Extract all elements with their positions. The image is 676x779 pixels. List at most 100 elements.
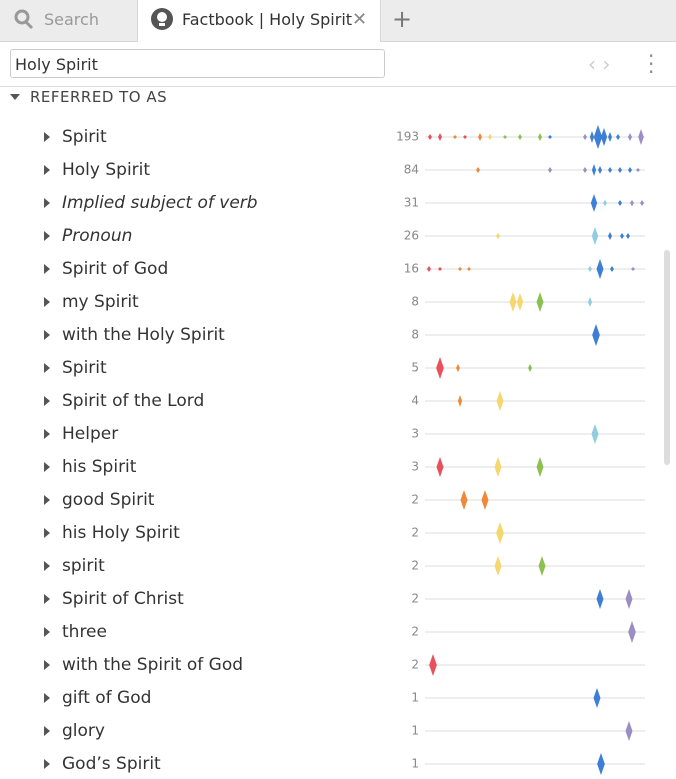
row-count: 1 <box>411 757 419 771</box>
occurrence-mark <box>603 200 607 206</box>
expand-arrow <box>44 693 50 703</box>
occurrence-mark <box>496 391 504 411</box>
occurrence-mark <box>608 132 612 142</box>
occurrence-mark <box>509 292 517 312</box>
occurrence-mark <box>608 232 612 240</box>
row-count: 26 <box>404 229 419 243</box>
row[interactable]: Spirit of God 16 <box>44 259 645 279</box>
row[interactable]: with the Spirit of God 2 <box>44 654 645 676</box>
occurrence-mark <box>628 167 632 173</box>
expand-arrow <box>44 396 50 406</box>
occurrence-mark <box>591 227 599 245</box>
occurrence-mark <box>630 200 634 206</box>
tab-bar: Search Factbook | Holy Spirit ✕ + <box>0 0 676 42</box>
row-count: 2 <box>411 658 419 672</box>
occurrence-mark <box>590 194 598 212</box>
menu[interactable]: · · · <box>648 44 655 84</box>
occurrence-mark <box>608 167 612 173</box>
row[interactable]: Spirit 5 <box>44 357 645 379</box>
row-count: 193 <box>396 130 419 144</box>
occurrence-mark <box>436 357 444 379</box>
occurrence-mark <box>456 364 460 372</box>
row-label: God’s Spirit <box>62 754 161 774</box>
occurrence-mark <box>598 166 602 174</box>
row[interactable]: three 2 <box>44 621 645 643</box>
section-title: REFERRED TO AS <box>30 88 168 106</box>
occurrence-mark <box>538 556 546 576</box>
row[interactable]: gift of God 1 <box>44 688 645 708</box>
expand-arrow <box>44 627 50 637</box>
expand-arrow <box>44 594 50 604</box>
occurrence-mark <box>638 129 644 145</box>
row[interactable]: spirit 2 <box>44 556 645 576</box>
row-count: 84 <box>404 163 419 177</box>
factbook-tab[interactable]: Factbook | Holy Spirit ✕ <box>138 0 381 42</box>
expand-arrow <box>44 363 50 373</box>
row-label: my Spirit <box>62 292 139 312</box>
occurrence-mark <box>536 292 544 312</box>
expand-arrow <box>44 165 50 175</box>
row[interactable]: Spirit of Christ 2 <box>44 589 645 609</box>
occurrence-mark <box>494 457 502 477</box>
expand-arrow <box>44 759 50 769</box>
occurrence-mark <box>427 266 431 272</box>
occurrence-mark <box>429 654 437 676</box>
row[interactable]: good Spirit 2 <box>44 490 645 510</box>
row[interactable]: with the Holy Spirit 8 <box>44 324 645 346</box>
row[interactable]: Implied subject of verb 31 <box>44 193 645 213</box>
scrollbar[interactable] <box>664 250 670 465</box>
collapse-arrow[interactable] <box>10 94 20 100</box>
row[interactable]: Holy Spirit 84 <box>44 160 645 180</box>
search-tab[interactable]: Search <box>0 0 138 41</box>
occurrence-mark <box>583 134 587 140</box>
occurrence-mark <box>588 266 592 272</box>
row-label: three <box>62 622 107 642</box>
occurrence-mark <box>481 490 489 510</box>
row-count: 1 <box>411 724 419 738</box>
row[interactable]: my Spirit 8 <box>44 292 645 312</box>
row[interactable]: God’s Spirit 1 <box>44 753 645 775</box>
occurrence-mark <box>626 233 630 239</box>
occurrence-mark <box>467 267 471 271</box>
row[interactable]: glory 1 <box>44 721 645 741</box>
row[interactable]: his Holy Spirit 2 <box>44 522 645 544</box>
occurrence-mark <box>596 259 604 279</box>
row-label: good Spirit <box>62 490 155 510</box>
row[interactable]: Pronoun 26 <box>44 226 645 246</box>
row-count: 2 <box>411 592 419 606</box>
occurrence-mark <box>463 135 467 139</box>
row-label: Spirit of God <box>62 259 168 279</box>
row-count: 2 <box>411 625 419 639</box>
occurrence-mark <box>428 134 432 140</box>
occurrence-mark <box>496 233 500 239</box>
row[interactable]: his Spirit 3 <box>44 457 645 477</box>
row[interactable]: Spirit of the Lord 4 <box>44 391 645 411</box>
expand-arrow <box>44 198 50 208</box>
row-count: 4 <box>411 394 419 408</box>
occurrence-mark <box>597 753 605 775</box>
close-tab[interactable]: ✕ <box>352 9 368 30</box>
occurrence-mark <box>625 589 633 609</box>
row-count: 8 <box>411 295 419 309</box>
occurrence-mark <box>548 167 552 173</box>
row-count: 1 <box>411 691 419 705</box>
row[interactable]: Helper 3 <box>44 424 645 444</box>
expand-arrow <box>44 660 50 670</box>
expand-arrow <box>44 528 50 538</box>
nav-arrows[interactable]: ‹ › <box>588 52 611 76</box>
search-field[interactable]: Holy Spirit <box>10 49 385 78</box>
occurrence-mark <box>593 125 603 149</box>
row-count: 8 <box>411 328 419 342</box>
row-label: Spirit of Christ <box>62 589 184 609</box>
occurrence-mark <box>436 457 444 477</box>
row-label: gift of God <box>62 688 151 708</box>
expand-arrow <box>44 330 50 340</box>
new-tab[interactable]: + <box>392 5 413 33</box>
expand-arrow <box>44 264 50 274</box>
occurrence-mark <box>640 200 644 206</box>
occurrence-mark <box>620 233 624 239</box>
occurrence-mark <box>438 133 442 141</box>
tab-label: Search <box>44 10 99 29</box>
row[interactable]: Spirit 193 <box>44 125 645 149</box>
occurrence-mark <box>538 133 542 141</box>
